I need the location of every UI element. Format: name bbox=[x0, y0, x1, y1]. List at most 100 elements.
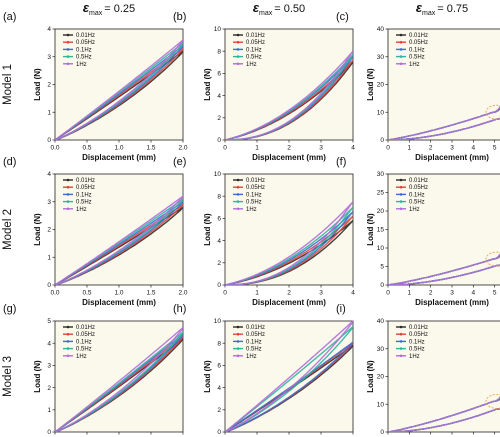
y-tick-label: 10 bbox=[214, 318, 222, 325]
panel-label: (h) bbox=[173, 303, 186, 315]
legend-marker bbox=[399, 40, 403, 44]
x-axis-label: Displacement (mm) bbox=[82, 153, 156, 162]
x-tick-label: 0 bbox=[223, 145, 227, 152]
y-tick-label: 3 bbox=[47, 54, 51, 61]
y-tick-label: 1 bbox=[47, 407, 51, 414]
legend-entry: 0.01Hz bbox=[76, 178, 95, 184]
panel-f: (f)0123456051015202530Displacement (mm)L… bbox=[336, 156, 500, 307]
x-axis-label: Displacement (mm) bbox=[415, 298, 489, 307]
y-tick-label: 8 bbox=[217, 48, 221, 55]
series-group bbox=[55, 327, 183, 432]
legend-entry: 0.05Hz bbox=[409, 40, 428, 46]
legend-entry: 0.05Hz bbox=[76, 185, 95, 191]
panel-label: (g) bbox=[3, 303, 16, 315]
legend-entry: 0.01Hz bbox=[76, 33, 95, 39]
y-tick-label: 20 bbox=[377, 208, 385, 215]
y-axis-label: Load (N) bbox=[33, 360, 42, 393]
legend-entry: 1Hz bbox=[76, 354, 87, 360]
legend-marker bbox=[236, 325, 240, 329]
y-tick-label: 10 bbox=[377, 401, 385, 408]
x-tick-label: 1.0 bbox=[114, 290, 123, 297]
y-axis-label: Load (N) bbox=[366, 213, 375, 246]
row-label-2: Model 2 bbox=[2, 209, 14, 250]
legend-entry: 0.5Hz bbox=[246, 200, 262, 206]
y-tick-label: 30 bbox=[377, 346, 385, 353]
y-axis-label: Load (N) bbox=[203, 213, 212, 246]
x-tick-label: 1.5 bbox=[146, 290, 155, 297]
series-0_5Hz bbox=[55, 331, 183, 432]
legend-entry: 0.01Hz bbox=[409, 33, 428, 39]
legend-marker bbox=[236, 48, 240, 51]
y-axis-label: Load (N) bbox=[33, 68, 42, 101]
legend-entry: 1Hz bbox=[246, 62, 257, 68]
row-label-3: Model 3 bbox=[2, 356, 14, 397]
x-axis-label: Displacement (mm) bbox=[415, 153, 489, 162]
y-tick-label: 10 bbox=[377, 109, 385, 116]
plot-area bbox=[387, 173, 500, 286]
panel-label: (i) bbox=[336, 303, 346, 315]
x-tick-label: 0.5 bbox=[82, 290, 91, 297]
y-axis-label: Load (N) bbox=[33, 213, 42, 246]
legend-entry: 0.5Hz bbox=[409, 200, 425, 206]
legend-marker bbox=[66, 340, 70, 343]
y-tick-label: 6 bbox=[217, 363, 221, 370]
series-group bbox=[388, 105, 500, 140]
legend-marker bbox=[236, 185, 240, 189]
x-tick-label: 4 bbox=[472, 290, 476, 297]
series-1Hz bbox=[388, 105, 500, 140]
y-tick-label: 40 bbox=[377, 318, 385, 325]
plot-area bbox=[54, 173, 184, 286]
panel-b: (b) 0 1 2 3 4 0 2 4 6 8 10 Displacement (mm) Load (N)… bbox=[173, 11, 355, 162]
legend-marker bbox=[66, 207, 70, 211]
legend-marker bbox=[236, 193, 240, 196]
y-tick-label: 2 bbox=[47, 82, 51, 89]
series-group bbox=[225, 201, 353, 285]
y-tick-label: 3 bbox=[47, 363, 51, 370]
x-tick-label: 0.5 bbox=[82, 145, 91, 152]
legend-entry: 0.1Hz bbox=[246, 47, 262, 53]
y-tick-label: 8 bbox=[217, 340, 221, 347]
row-label-1: Model 1 bbox=[2, 64, 14, 105]
legend-marker bbox=[66, 200, 70, 203]
y-tick-label: 10 bbox=[214, 171, 222, 178]
y-tick-label: 1 bbox=[47, 254, 51, 261]
x-tick-label: 0 bbox=[223, 290, 227, 297]
plot-area bbox=[54, 28, 184, 141]
legend-marker bbox=[399, 185, 403, 189]
legend-marker bbox=[236, 55, 240, 58]
legend-entry: 0.01Hz bbox=[246, 325, 265, 331]
y-tick-label: 0 bbox=[380, 282, 384, 289]
panel-a: (a) 0.0 0.5 1.0 1.5 2.0 0 1 2 3 4 Displacement (mm)… bbox=[3, 11, 188, 162]
y-tick-label: 10 bbox=[214, 26, 222, 33]
y-tick-label: 40 bbox=[377, 26, 385, 33]
legend-entry: 0.01Hz bbox=[409, 325, 428, 331]
y-tick-label: 4 bbox=[47, 26, 51, 33]
x-tick-label: 3 bbox=[319, 145, 323, 152]
x-tick-label: 0.0 bbox=[50, 290, 59, 297]
legend-entry: 0.1Hz bbox=[409, 47, 425, 53]
panel-c: (c)0123456010203040Displacement (mm)Load… bbox=[336, 11, 500, 162]
legend-entry: 0.05Hz bbox=[246, 332, 265, 338]
y-tick-label: 30 bbox=[377, 54, 385, 61]
x-tick-label: 1 bbox=[255, 145, 259, 152]
panel-label: (f) bbox=[336, 156, 346, 168]
legend-entry: 0.1Hz bbox=[246, 192, 262, 198]
legend-entry: 0.5Hz bbox=[76, 347, 92, 353]
legend-entry: 0.1Hz bbox=[76, 47, 92, 53]
panel-label: (c) bbox=[336, 11, 349, 23]
x-tick-label: 1 bbox=[408, 145, 412, 152]
y-axis-label: Load (N) bbox=[366, 360, 375, 393]
series-group bbox=[55, 195, 183, 285]
legend-marker bbox=[66, 40, 70, 44]
legend-marker bbox=[399, 48, 403, 51]
x-tick-label: 5 bbox=[493, 145, 497, 152]
legend-marker bbox=[66, 55, 70, 58]
y-tick-label: 0 bbox=[217, 137, 221, 144]
legend-entry: 0.5Hz bbox=[76, 200, 92, 206]
